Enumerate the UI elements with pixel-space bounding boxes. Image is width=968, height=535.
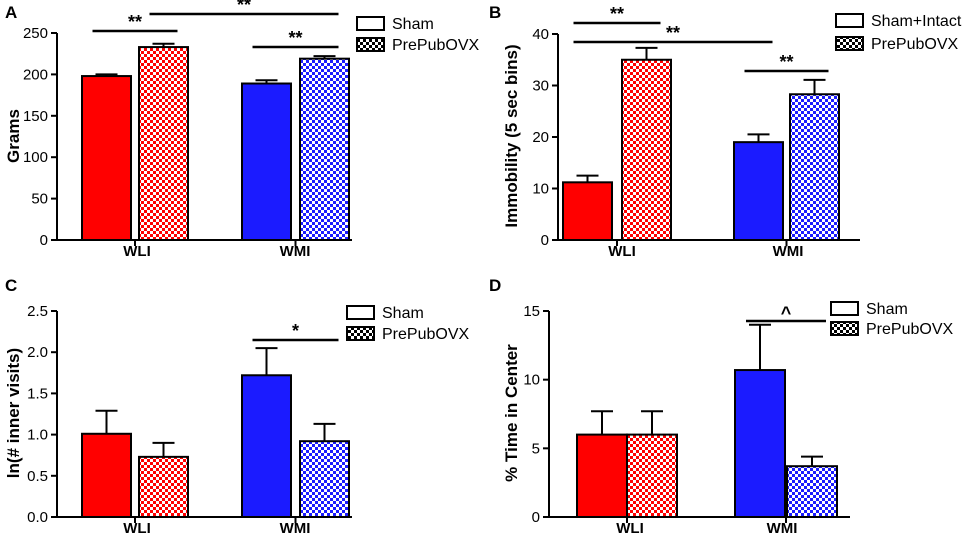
significance-label-b-0: **: [610, 4, 624, 24]
legend-swatch-c-sham: [346, 305, 375, 320]
category-label-d-wli: WLI: [616, 520, 644, 535]
y-tick-label-d-3: 15: [523, 303, 540, 320]
legend-swatch-d-prepubovx: [830, 321, 859, 336]
y-tick-label-c-0: 0.0: [27, 509, 48, 526]
legend-label-a-sham: Sham: [392, 16, 434, 33]
significance-label-a-0: **: [128, 12, 142, 32]
bar-c-wli-sham: [81, 432, 132, 518]
y-tick-label-c-2: 1.0: [27, 427, 48, 444]
bar-c-wmi-prepubovx: [299, 440, 350, 518]
legend-label-c-prepubovx: PrePubOVX: [382, 326, 469, 343]
y-tick-label-a-1: 50: [31, 191, 48, 208]
bar-b-wmi-prepubovx: [789, 93, 840, 241]
y-tick-label-a-3: 150: [23, 108, 48, 125]
bar-a-wmi-sham: [241, 82, 292, 242]
y-tick-label-b-1: 10: [532, 181, 549, 198]
chart-marks: 050100150200250******010203040******0.00…: [23, 0, 860, 526]
panel-letter-d: D: [489, 276, 501, 295]
legend-label-d-sham: Sham: [866, 301, 908, 318]
y-tick-label-b-3: 30: [532, 78, 549, 95]
bar-a-wli-sham: [81, 75, 132, 241]
legend-label-c-sham: Sham: [382, 305, 424, 322]
bar-d-wmi-prepubovx: [786, 465, 838, 519]
y-tick-label-c-1: 0.5: [27, 468, 48, 485]
significance-label-d-0: ^: [781, 303, 792, 323]
significance-label-b-2: **: [779, 52, 793, 72]
legend-swatch-b-sham-intact: [835, 13, 864, 28]
y-tick-label-b-2: 20: [532, 129, 549, 146]
y-tick-label-a-5: 250: [23, 25, 48, 42]
y-tick-label-a-4: 200: [23, 66, 48, 83]
legend-swatch-c-prepubovx: [346, 326, 375, 341]
y-tick-label-c-4: 2.0: [27, 344, 48, 361]
y-tick-label-a-2: 100: [23, 149, 48, 166]
panel-letter-c: C: [5, 276, 17, 295]
significance-label-c-0: *: [292, 321, 299, 341]
bar-d-wli-sham: [576, 433, 628, 519]
y-tick-label-c-3: 1.5: [27, 385, 48, 402]
y-tick-label-d-0: 0: [532, 509, 540, 526]
y-tick-label-d-2: 10: [523, 372, 540, 389]
bar-a-wmi-prepubovx: [299, 57, 350, 241]
category-label-c-wli: WLI: [123, 520, 151, 535]
y-tick-label-c-5: 2.5: [27, 303, 48, 320]
legend-label-a-prepubovx: PrePubOVX: [392, 37, 479, 54]
panel-letter-b: B: [489, 3, 501, 22]
bar-b-wli-sham-intact: [562, 181, 613, 242]
legend-swatch-a-sham: [356, 16, 385, 31]
y-axis-label-d: % Time in Center: [502, 344, 521, 482]
bar-c-wli-prepubovx: [138, 455, 189, 518]
bar-d-wli-prepubovx: [626, 433, 678, 519]
significance-label-b-1: **: [666, 23, 680, 43]
category-label-a-wmi: WMI: [280, 243, 311, 260]
legend-swatch-a-prepubovx: [356, 37, 385, 52]
legend-swatch-b-prepubovx: [835, 36, 864, 51]
category-label-b-wmi: WMI: [773, 243, 804, 260]
panel-letter-a: A: [5, 3, 17, 22]
y-tick-label-b-4: 40: [532, 26, 549, 43]
bar-b-wli-prepubovx: [621, 58, 672, 241]
legend-label-b-sham-intact: Sham+Intact: [871, 13, 962, 30]
y-tick-label-a-0: 0: [40, 232, 48, 249]
y-axis-label-a: Grams: [4, 109, 23, 163]
significance-label-a-1: **: [237, 0, 251, 15]
category-label-a-wli: WLI: [123, 243, 151, 260]
bar-a-wli-prepubovx: [138, 46, 189, 241]
legend-swatch-d-sham: [830, 301, 859, 316]
legend-label-b-prepubovx: PrePubOVX: [871, 36, 958, 53]
legend-label-d-prepubovx: PrePubOVX: [866, 321, 953, 338]
y-tick-label-d-1: 5: [532, 440, 540, 457]
bar-c-wmi-sham: [241, 374, 292, 518]
y-axis-label-c: ln(# inner visits): [4, 348, 23, 478]
y-axis-label-b: Immobility (5 sec bins): [502, 44, 521, 227]
category-label-c-wmi: WMI: [280, 520, 311, 535]
category-label-d-wmi: WMI: [767, 520, 798, 535]
category-label-b-wli: WLI: [608, 243, 636, 260]
significance-label-a-2: **: [288, 28, 302, 48]
bar-d-wmi-sham: [734, 369, 786, 519]
y-tick-label-b-0: 0: [541, 232, 549, 249]
bar-b-wmi-sham-intact: [733, 141, 784, 241]
